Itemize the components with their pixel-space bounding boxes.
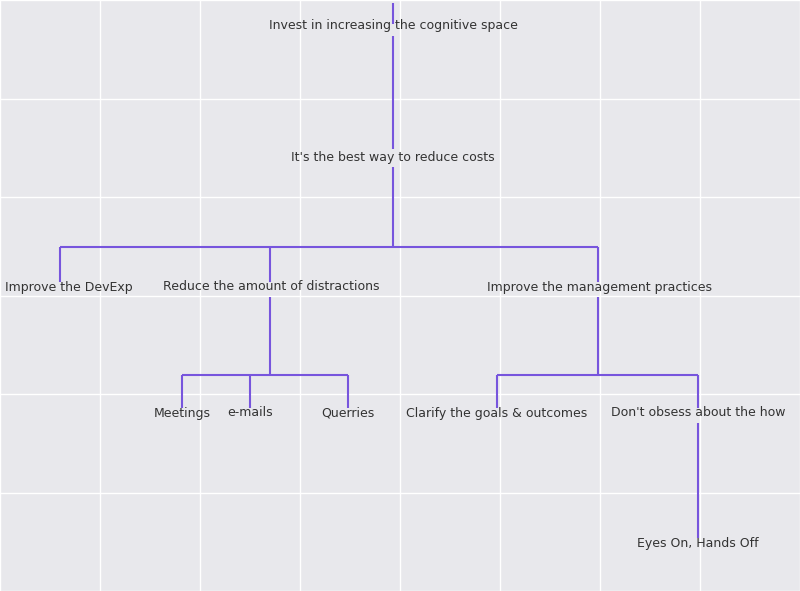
Text: Invest in increasing the cognitive space: Invest in increasing the cognitive space (269, 20, 518, 33)
Text: Improve the DevExp: Improve the DevExp (5, 281, 133, 294)
Text: Don't obsess about the how: Don't obsess about the how (610, 407, 786, 420)
Text: Eyes On, Hands Off: Eyes On, Hands Off (637, 537, 759, 550)
Text: Clarify the goals & outcomes: Clarify the goals & outcomes (406, 407, 588, 420)
Text: e-mails: e-mails (227, 407, 273, 420)
Text: Reduce the amount of distractions: Reduce the amount of distractions (163, 281, 379, 294)
Text: Meetings: Meetings (154, 407, 210, 420)
Text: It's the best way to reduce costs: It's the best way to reduce costs (291, 151, 495, 164)
Text: Querries: Querries (322, 407, 374, 420)
Text: Improve the management practices: Improve the management practices (487, 281, 712, 294)
